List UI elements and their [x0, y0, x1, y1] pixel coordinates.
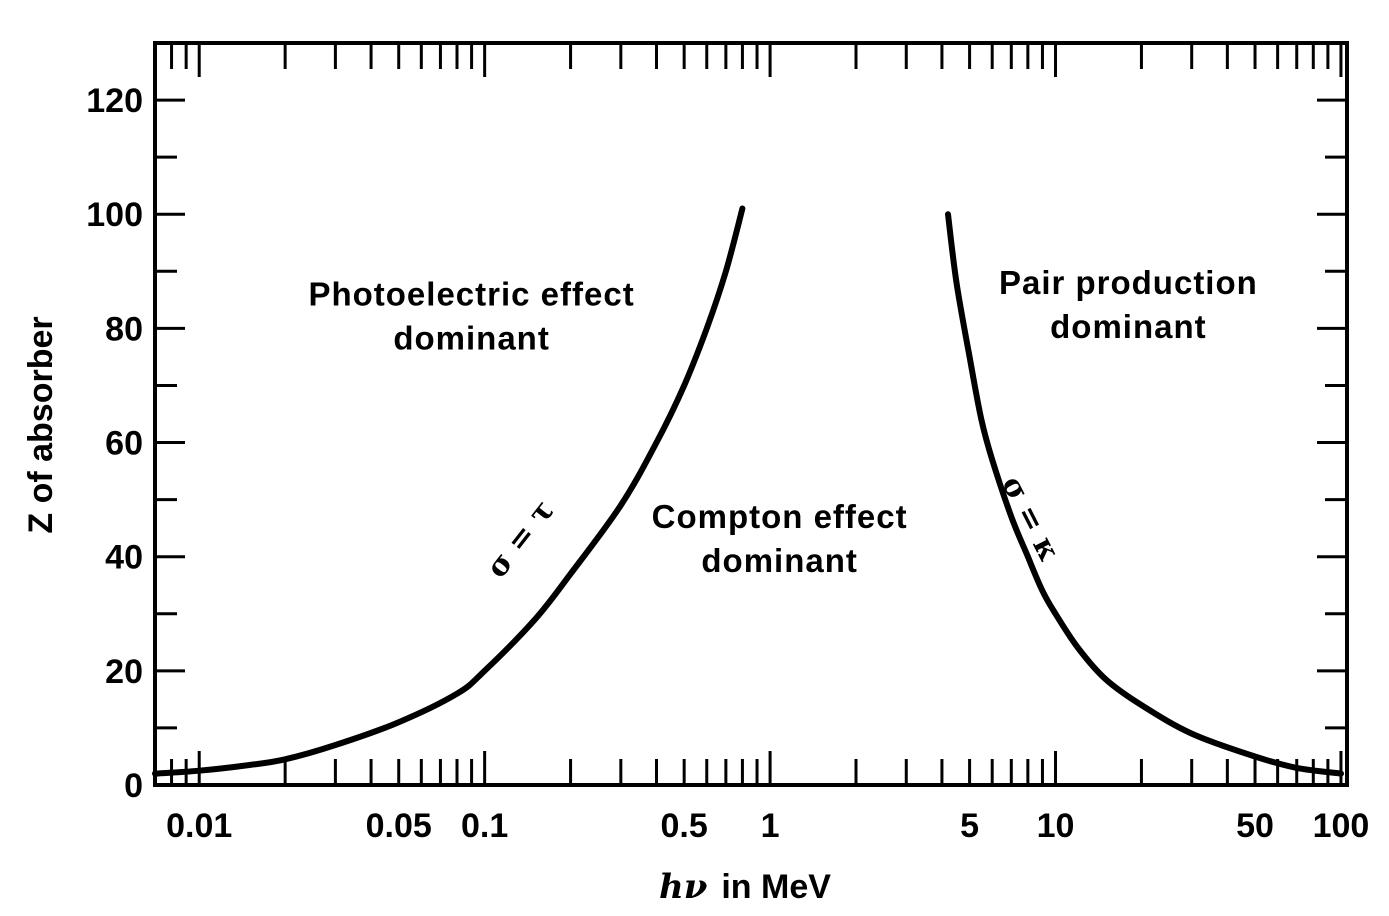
x-axis-ticks [153, 43, 1343, 785]
plot-frame [153, 41, 1349, 787]
annotation-line: Photoelectric effect [308, 276, 634, 313]
y-tick-label: 120 [86, 82, 143, 120]
x-tick-label: 0.05 [366, 807, 432, 845]
curve-photo-compton [152, 205, 746, 777]
annotation-line: Pair production [999, 264, 1258, 301]
annotation-line: Compton effect [652, 498, 908, 535]
x-tick-label: 10 [1037, 807, 1075, 845]
y-tick-label: 20 [105, 653, 143, 691]
annotation-line: dominant [701, 542, 857, 579]
curve-label-sigma-kappa: σ = κ [994, 470, 1066, 567]
y-tick-label: 60 [105, 425, 143, 463]
y-tick-label: 80 [105, 310, 143, 348]
y-axis-ticks [155, 98, 1347, 730]
annotation-pair: Pair production dominant [999, 264, 1258, 345]
annotation-compton: Compton effect dominant [652, 498, 908, 579]
x-tick-label: 100 [1313, 807, 1370, 845]
x-tick-label: 1 [761, 807, 780, 845]
x-tick-label: 0.01 [166, 807, 232, 845]
curves [152, 205, 1344, 777]
x-axis-units: in MeV [721, 868, 831, 906]
annotation-photoelectric: Photoelectric effect dominant [308, 276, 634, 357]
y-tick-label: 40 [105, 539, 143, 577]
x-axis-symbol: hν [659, 867, 708, 907]
x-tick-label: 5 [960, 807, 979, 845]
x-tick-label: 0.5 [661, 807, 708, 845]
x-tick-label: 50 [1236, 807, 1274, 845]
y-tick-labels: 0 20 40 60 80 100 120 [86, 82, 143, 805]
curve-label-sigma-tau: σ = τ [480, 494, 562, 585]
annotation-line: dominant [1050, 308, 1206, 345]
y-tick-label: 0 [124, 767, 143, 805]
x-tick-labels: 0.01 0.05 0.1 0.5 1 5 10 50 100 [166, 807, 1369, 845]
y-tick-label: 100 [86, 196, 143, 234]
x-axis-title: hν in MeV [659, 867, 831, 907]
x-tick-label: 0.1 [461, 807, 508, 845]
annotation-line: dominant [393, 320, 549, 357]
y-axis-title: Z of absorber [22, 316, 60, 533]
curve-compton-pair [945, 211, 1344, 777]
